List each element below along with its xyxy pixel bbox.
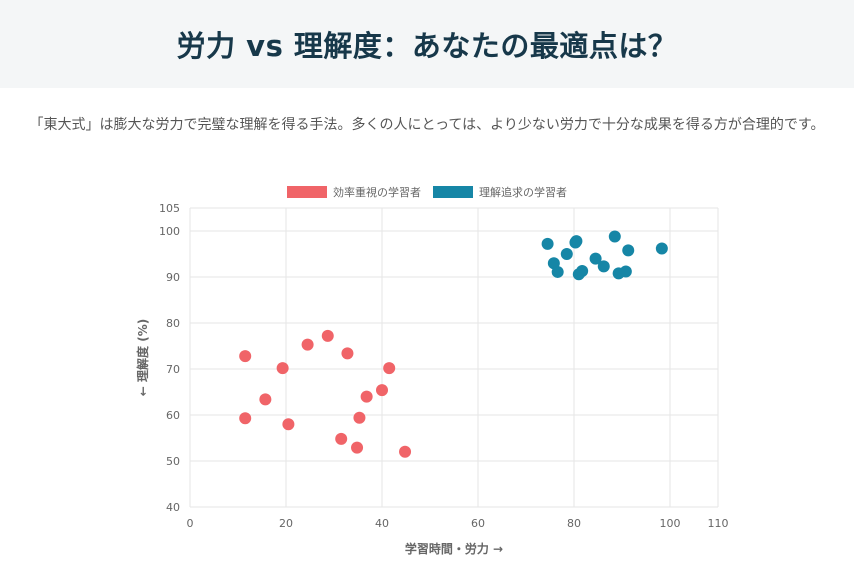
efficiency-point: [341, 347, 354, 360]
understanding-point: [619, 265, 632, 278]
efficiency-point: [376, 384, 388, 397]
legend-swatch: [433, 186, 473, 198]
understanding-point: [551, 265, 564, 278]
x-axis-label: 学習時間・労力 →: [405, 541, 503, 556]
efficiency-point: [301, 338, 314, 351]
x-tick-label: 110: [708, 517, 729, 530]
legend-label: 理解追求の学習者: [479, 185, 567, 199]
efficiency-point: [321, 329, 334, 342]
efficiency-point: [276, 362, 289, 375]
efficiency-point: [282, 418, 295, 431]
efficiency-point: [239, 350, 252, 363]
understanding-point: [589, 252, 602, 265]
x-tick-label: 0: [187, 517, 194, 530]
x-tick-label: 60: [471, 517, 485, 530]
understanding-point: [541, 237, 554, 250]
y-tick-label: 40: [166, 501, 180, 514]
page-title: 労力 vs 理解度：あなたの最適点は？: [176, 29, 678, 63]
scatter-chart: 0 20 40 60 80 100 110 40 50 60 70 80 90 100 105 学習時間・労力…: [0, 176, 854, 573]
y-tick-label: 90: [166, 271, 180, 284]
y-tick-label: 80: [166, 317, 180, 330]
y-axis-label: ← 理解度 (%): [135, 319, 150, 396]
understanding-point: [560, 248, 573, 260]
x-tick-label: 20: [279, 517, 293, 530]
understanding-point: [597, 260, 610, 273]
x-tick-label: 80: [567, 517, 581, 530]
efficiency-point: [383, 362, 396, 375]
understanding-point: [570, 235, 583, 248]
efficiency-point: [353, 411, 366, 424]
efficiency-point: [259, 393, 272, 406]
legend-label: 効率重視の学習者: [333, 185, 421, 199]
efficiency-point: [399, 445, 412, 458]
chart-svg: 0 20 40 60 80 100 110 40 50 60 70 80 90 100 105 学習時間・労力…: [135, 185, 729, 556]
efficiency-point: [239, 412, 252, 425]
efficiency-point: [351, 441, 364, 454]
understanding-point: [576, 265, 589, 278]
y-tick-label: 60: [166, 409, 180, 422]
understanding-point: [622, 244, 635, 257]
y-tick-label: 70: [166, 363, 180, 376]
understanding-point: [655, 242, 668, 255]
y-tick-label: 105: [159, 202, 180, 215]
legend-swatch: [287, 186, 327, 198]
efficiency-point: [335, 432, 348, 445]
understanding-point: [608, 230, 621, 243]
x-tick-label: 40: [375, 517, 389, 530]
efficiency-point: [360, 390, 373, 403]
intro-text: 「東大式」は膨大な労力で完璧な理解を得る手法。多くの人にとっては、より少ない労力…: [29, 117, 825, 133]
y-tick-label: 100: [159, 225, 180, 238]
page-header: 労力 vs 理解度：あなたの最適点は？: [0, 0, 854, 88]
x-tick-label: 100: [660, 517, 681, 530]
y-tick-label: 50: [166, 455, 180, 468]
